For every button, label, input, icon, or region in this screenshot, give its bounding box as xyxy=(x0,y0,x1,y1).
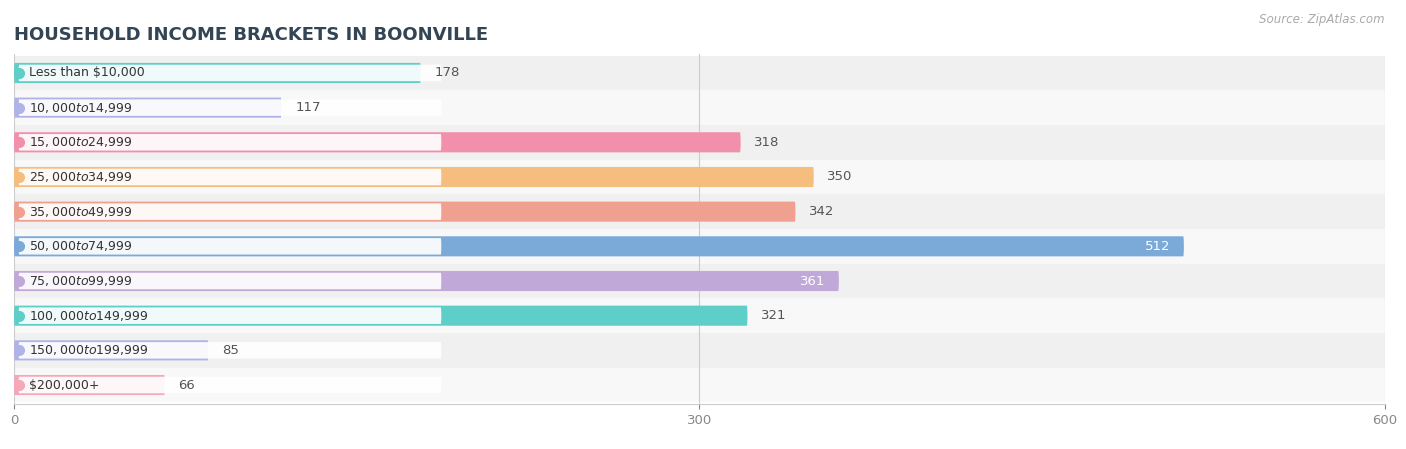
Text: Source: ZipAtlas.com: Source: ZipAtlas.com xyxy=(1260,13,1385,26)
Text: 512: 512 xyxy=(1144,240,1170,253)
FancyBboxPatch shape xyxy=(18,203,441,220)
Bar xyxy=(14,368,1385,402)
FancyBboxPatch shape xyxy=(18,342,441,359)
Text: $200,000+: $200,000+ xyxy=(30,379,100,392)
Text: $25,000 to $34,999: $25,000 to $34,999 xyxy=(30,170,132,184)
FancyBboxPatch shape xyxy=(14,340,208,361)
Text: 318: 318 xyxy=(755,136,780,149)
Text: $15,000 to $24,999: $15,000 to $24,999 xyxy=(30,135,132,150)
FancyBboxPatch shape xyxy=(14,375,165,395)
FancyBboxPatch shape xyxy=(18,169,441,185)
Bar xyxy=(14,229,1385,264)
Text: $75,000 to $99,999: $75,000 to $99,999 xyxy=(30,274,132,288)
Text: 178: 178 xyxy=(434,66,460,79)
Text: HOUSEHOLD INCOME BRACKETS IN BOONVILLE: HOUSEHOLD INCOME BRACKETS IN BOONVILLE xyxy=(14,26,488,44)
Bar xyxy=(14,298,1385,333)
Bar xyxy=(14,333,1385,368)
Text: 321: 321 xyxy=(761,309,787,322)
Text: $35,000 to $49,999: $35,000 to $49,999 xyxy=(30,205,132,219)
FancyBboxPatch shape xyxy=(18,134,441,150)
Text: 361: 361 xyxy=(800,274,825,287)
Text: 117: 117 xyxy=(295,101,321,114)
Bar xyxy=(14,56,1385,90)
FancyBboxPatch shape xyxy=(14,236,1184,256)
FancyBboxPatch shape xyxy=(18,99,441,116)
Text: 66: 66 xyxy=(179,379,195,392)
FancyBboxPatch shape xyxy=(14,306,748,326)
Bar xyxy=(14,264,1385,298)
Text: 350: 350 xyxy=(827,171,853,184)
FancyBboxPatch shape xyxy=(18,65,441,81)
FancyBboxPatch shape xyxy=(14,63,420,83)
Text: Less than $10,000: Less than $10,000 xyxy=(30,66,145,79)
Bar xyxy=(14,125,1385,160)
Text: 85: 85 xyxy=(222,344,239,357)
Bar xyxy=(14,160,1385,194)
FancyBboxPatch shape xyxy=(14,167,814,187)
FancyBboxPatch shape xyxy=(18,377,441,393)
Text: $100,000 to $149,999: $100,000 to $149,999 xyxy=(30,308,148,323)
Bar xyxy=(14,90,1385,125)
FancyBboxPatch shape xyxy=(18,238,441,255)
Text: $150,000 to $199,999: $150,000 to $199,999 xyxy=(30,343,148,357)
Bar xyxy=(14,194,1385,229)
FancyBboxPatch shape xyxy=(14,271,839,291)
Text: $10,000 to $14,999: $10,000 to $14,999 xyxy=(30,101,132,114)
FancyBboxPatch shape xyxy=(14,97,281,118)
FancyBboxPatch shape xyxy=(18,308,441,324)
FancyBboxPatch shape xyxy=(14,132,741,152)
Text: 342: 342 xyxy=(810,205,835,218)
FancyBboxPatch shape xyxy=(18,273,441,289)
FancyBboxPatch shape xyxy=(14,202,796,222)
Text: $50,000 to $74,999: $50,000 to $74,999 xyxy=(30,239,132,253)
